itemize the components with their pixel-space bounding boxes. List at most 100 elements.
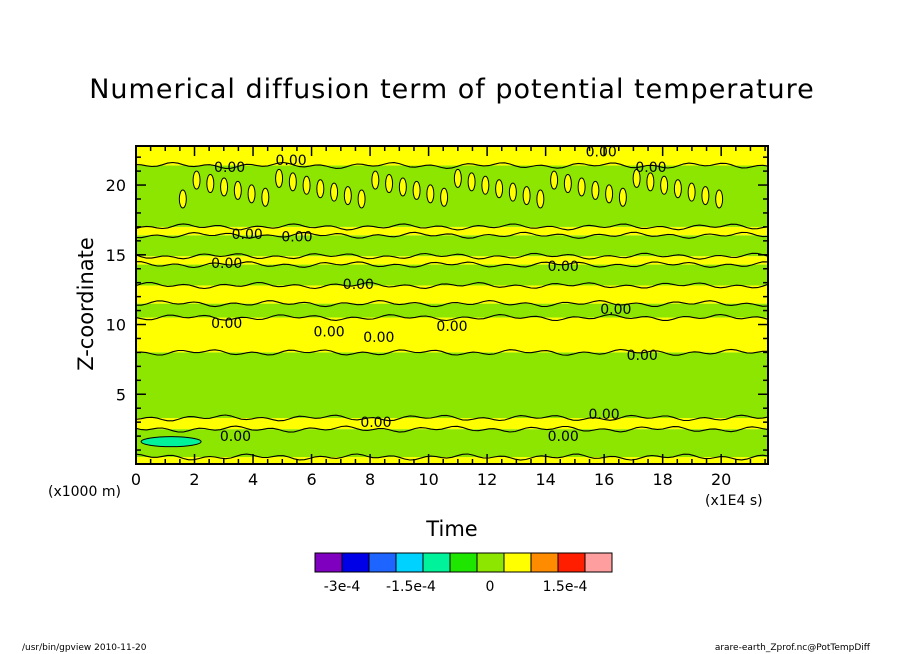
field-band: [136, 317, 768, 353]
contour-cell: [673, 179, 682, 199]
contour-cell: [316, 179, 325, 199]
contour-cell: [701, 186, 710, 206]
x-tick-label: 8: [365, 470, 375, 489]
contour-cell: [536, 189, 545, 209]
contour-cell: [426, 184, 435, 204]
contour-label: 0.00: [635, 160, 666, 176]
contour-cell: [192, 170, 201, 190]
contour-cell: [632, 168, 641, 188]
colorbar: -3e-4 -1.5e-4 0 1.5e-4: [314, 552, 613, 595]
contour-label: 0.00: [214, 160, 245, 176]
field-band: [136, 457, 768, 464]
x-tick-label: 16: [594, 470, 614, 489]
contour-cell: [591, 180, 600, 200]
colorbar-swatch: [422, 552, 451, 573]
plot-frame: [135, 145, 769, 465]
contour-cell: [522, 186, 531, 206]
contour-cell: [330, 182, 339, 202]
field-band: [136, 285, 768, 304]
contour-line: [135, 281, 769, 290]
contour-field: [135, 146, 769, 464]
colorbar-label: 0: [486, 579, 495, 595]
contour-cell: [220, 177, 229, 197]
colorbar-swatch: [476, 552, 505, 573]
x-unit-label: (x1E4 s): [705, 493, 763, 509]
contour-label: 0.00: [343, 277, 374, 293]
x-tick-label: 14: [535, 470, 555, 489]
x-tick-label: 2: [189, 470, 199, 489]
contour-cell: [140, 436, 202, 448]
contour-cell: [275, 168, 284, 188]
x-tick-label: 6: [306, 470, 316, 489]
contour-cell: [233, 180, 242, 200]
x-tick-label: 12: [477, 470, 497, 489]
contour-label: 0.00: [275, 153, 306, 169]
contour-label: 0.00: [548, 429, 579, 445]
x-tick-label: 4: [248, 470, 258, 489]
contour-label: 0.00: [627, 348, 658, 364]
field-band: [136, 235, 768, 257]
contour-label: 0.00: [314, 325, 345, 341]
contour-cell: [371, 170, 380, 190]
contour-line: [135, 425, 769, 433]
contour-label: 0.00: [589, 407, 620, 423]
y-axis: 5 10 15 20: [106, 156, 768, 465]
colorbar-swatch: [584, 552, 613, 573]
field-band: [136, 256, 768, 265]
contour-labels: 0.00 0.00 0.00 0.00 0.00 0.00 0.00 0.00 0.00 0.00…: [211, 145, 666, 446]
contour-cell: [618, 187, 627, 207]
contour-line: [135, 223, 769, 231]
contour-label: 0.00: [220, 429, 251, 445]
field-band: [136, 146, 768, 166]
field-band: [136, 264, 768, 286]
contour-cell: [577, 177, 586, 197]
contour-cell: [357, 189, 366, 209]
contour-label: 0.00: [211, 256, 242, 272]
field-band: [136, 429, 768, 458]
contour-line: [135, 313, 769, 322]
contour-cell: [247, 184, 256, 204]
colorbar-swatch: [314, 552, 343, 573]
y-tick-label: 5: [116, 385, 126, 404]
field-band: [136, 226, 768, 236]
contour-cell: [385, 174, 394, 194]
contour-cell: [687, 182, 696, 202]
y-unit-label: (x1000 m): [48, 484, 121, 500]
contour-line: [135, 161, 769, 169]
colorbar-swatch: [503, 552, 532, 573]
field-band: [136, 165, 768, 227]
contour-cell: [302, 175, 311, 195]
y-axis-title: Z-coordinate: [74, 237, 98, 371]
x-tick-label: 20: [711, 470, 731, 489]
contour-label: 0.00: [281, 230, 312, 246]
chart-title: Numerical diffusion term of potential te…: [89, 74, 815, 105]
contour-cell: [453, 168, 462, 188]
contour-cell: [206, 174, 215, 194]
footer-right: arare-earth_Zprof.nc@PotTempDiff: [714, 643, 870, 653]
contour-cell: [261, 187, 270, 207]
x-tick-label: 0: [131, 470, 141, 489]
contour-cell: [660, 175, 669, 195]
contour-line: [135, 231, 769, 239]
contour-cell: [508, 182, 517, 202]
contour-cell: [398, 177, 407, 197]
x-axis-title: Time: [425, 517, 477, 541]
colorbar-label: -1.5e-4: [386, 579, 436, 595]
field-band: [136, 417, 768, 430]
y-tick-label: 20: [106, 176, 126, 195]
contour-cell: [715, 189, 724, 209]
contour-label: 0.00: [232, 227, 263, 243]
contour-label: 0.00: [548, 259, 579, 275]
contour-cell: [550, 170, 559, 190]
x-tick-label: 10: [418, 470, 438, 489]
contour-cell: [440, 187, 449, 207]
contour-label: 0.00: [600, 302, 631, 318]
colorbar-swatch: [557, 552, 586, 573]
contour-cell: [288, 172, 297, 192]
field-band: [136, 352, 768, 418]
colorbar-swatch: [449, 552, 478, 573]
colorbar-swatch: [395, 552, 424, 573]
contour-line: [135, 348, 768, 356]
contour-line: [136, 300, 769, 308]
contour-cell: [412, 180, 421, 200]
